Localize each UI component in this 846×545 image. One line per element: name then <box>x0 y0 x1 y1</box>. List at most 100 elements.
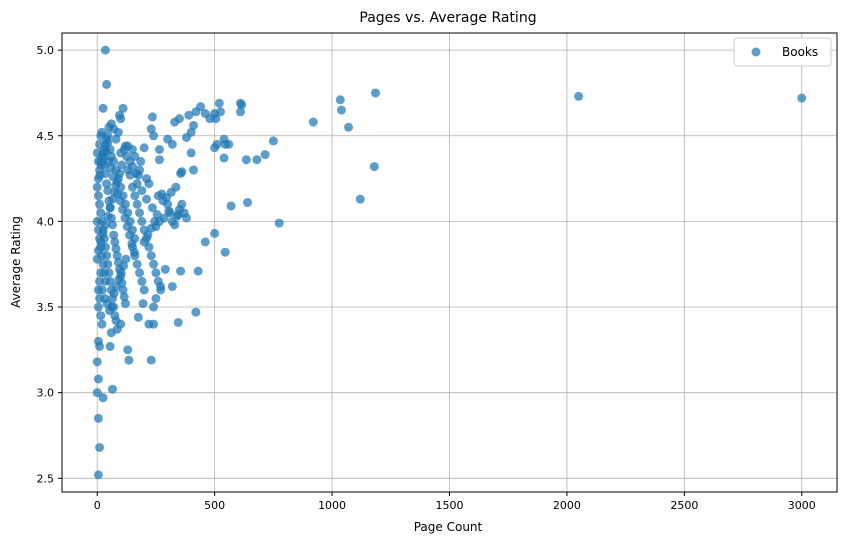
data-point <box>176 168 186 178</box>
data-point <box>115 196 125 206</box>
data-point <box>98 259 108 269</box>
data-point <box>109 288 119 298</box>
data-point <box>235 107 245 117</box>
data-point <box>103 211 113 221</box>
data-point <box>226 201 236 211</box>
data-point <box>122 151 132 161</box>
data-point <box>132 179 142 189</box>
data-point <box>371 88 381 98</box>
data-point <box>149 131 159 141</box>
data-point <box>181 213 191 223</box>
data-point <box>139 237 149 247</box>
data-point <box>139 285 149 295</box>
y-tick-label: 4.5 <box>37 130 55 143</box>
data-point <box>111 244 121 254</box>
data-point <box>123 165 133 175</box>
data-point <box>143 230 153 240</box>
data-point <box>111 180 121 190</box>
data-point <box>200 108 210 118</box>
x-axis-label: Page Count <box>414 520 483 534</box>
y-tick-label: 3.0 <box>37 387 55 400</box>
y-tick-label: 3.5 <box>37 301 55 314</box>
data-point <box>224 139 234 149</box>
data-point <box>135 208 144 218</box>
data-point <box>96 160 106 170</box>
x-tick-label: 3000 <box>788 499 816 512</box>
data-point <box>151 268 161 278</box>
data-point <box>147 112 157 122</box>
data-point <box>133 312 143 322</box>
axis-ticks: 0 500 1000 1500 2000 2500 3000 2.5 3.0 3.5 4.0 4.5 5… <box>37 44 816 512</box>
data-point <box>189 165 199 175</box>
data-point <box>93 470 103 480</box>
data-point <box>149 319 159 329</box>
data-point <box>137 216 147 226</box>
data-point <box>132 259 142 269</box>
data-point <box>93 413 103 423</box>
data-point <box>335 95 345 105</box>
data-point <box>191 107 201 117</box>
data-point <box>152 210 162 220</box>
data-point <box>127 239 137 249</box>
data-points <box>92 45 807 480</box>
data-point <box>96 208 106 218</box>
x-tick-label: 1000 <box>318 499 346 512</box>
data-point <box>96 237 106 247</box>
data-point <box>243 198 253 208</box>
data-point <box>107 302 117 312</box>
data-point <box>219 153 229 163</box>
data-point <box>98 103 108 113</box>
data-point <box>146 223 156 233</box>
data-point <box>96 311 106 321</box>
y-tick-label: 5.0 <box>37 44 55 57</box>
data-point <box>210 143 220 153</box>
data-point <box>111 316 121 326</box>
data-point <box>92 182 102 192</box>
data-point <box>156 285 166 295</box>
data-point <box>95 199 105 209</box>
data-point <box>110 237 120 247</box>
data-point <box>142 194 152 204</box>
data-point <box>111 134 121 144</box>
data-point <box>176 266 186 276</box>
data-point <box>136 156 146 166</box>
data-point <box>186 148 196 158</box>
data-point <box>132 199 142 209</box>
data-point <box>102 179 112 189</box>
data-point <box>116 114 126 124</box>
data-point <box>355 194 365 204</box>
data-point <box>93 246 103 256</box>
data-point <box>170 220 180 230</box>
data-point <box>119 292 129 302</box>
legend-label: Books <box>782 45 818 59</box>
data-point <box>336 105 346 115</box>
data-point <box>146 355 156 365</box>
data-point <box>191 307 201 317</box>
data-point <box>120 213 130 223</box>
data-point <box>93 374 103 384</box>
data-point <box>193 266 203 276</box>
data-point <box>210 228 220 238</box>
data-point <box>95 170 105 180</box>
x-tick-label: 2500 <box>670 499 698 512</box>
data-point <box>93 302 103 312</box>
data-point <box>111 281 121 291</box>
data-point <box>93 191 103 201</box>
data-point <box>164 206 174 216</box>
y-tick-label: 2.5 <box>37 472 55 485</box>
data-point <box>220 247 230 257</box>
data-point <box>107 220 117 230</box>
data-point <box>92 357 102 367</box>
data-point <box>104 156 113 166</box>
data-point <box>100 220 110 230</box>
y-tick-label: 4.0 <box>37 215 55 228</box>
data-point <box>369 162 379 172</box>
data-point <box>137 186 147 196</box>
data-point <box>112 324 122 334</box>
data-point <box>344 122 354 132</box>
data-point <box>797 93 807 103</box>
y-axis-label: Average Rating <box>9 216 23 308</box>
x-tick-label: 2000 <box>553 499 581 512</box>
data-point <box>146 251 156 261</box>
